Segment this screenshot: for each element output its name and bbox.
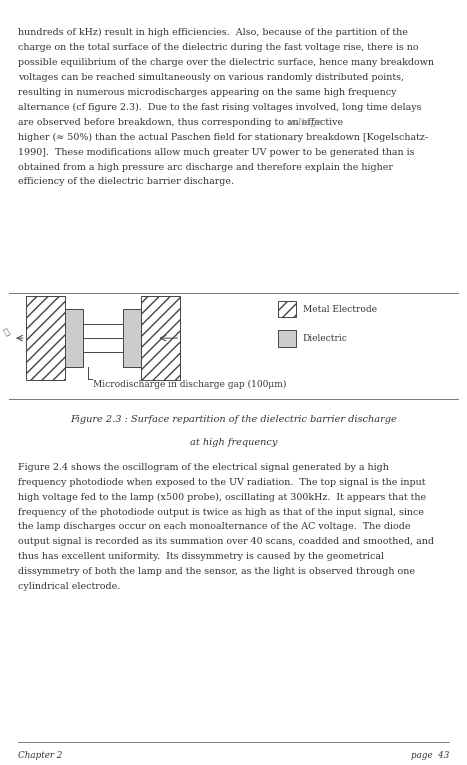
Text: Chapter 2: Chapter 2 (18, 751, 62, 760)
Text: high voltage fed to the lamp (x500 probe), oscillating at 300kHz.  It appears th: high voltage fed to the lamp (x500 probe… (18, 493, 426, 502)
Text: Figure 2.3 : Surface repartition of the dielectric barrier discharge: Figure 2.3 : Surface repartition of the … (70, 415, 397, 424)
Text: obtained from a high pressure arc discharge and therefore explain the higher: obtained from a high pressure arc discha… (18, 163, 393, 171)
Text: output signal is recorded as its summation over 40 scans, coadded and smoothed, : output signal is recorded as its summati… (18, 538, 434, 546)
Text: voltages can be reached simultaneously on various randomly distributed points,: voltages can be reached simultaneously o… (18, 73, 404, 82)
Text: cylindrical electrode.: cylindrical electrode. (18, 582, 120, 591)
Text: frequency of the photodiode output is twice as high as that of the input signal,: frequency of the photodiode output is tw… (18, 508, 424, 516)
Bar (65, 309, 83, 367)
Bar (26, 296, 65, 380)
Text: hundreds of kHz) result in high efficiencies.  Also, because of the partition of: hundreds of kHz) result in high efficien… (18, 28, 408, 37)
Bar (278, 330, 296, 347)
Bar (278, 301, 296, 317)
Text: efficiency of the dielectric barrier discharge.: efficiency of the dielectric barrier dis… (18, 177, 234, 187)
Text: page  43: page 43 (411, 751, 449, 760)
Text: charge on the total surface of the dielectric during the fast voltage rise, ther: charge on the total surface of the diele… (18, 43, 418, 52)
Text: ⥄: ⥄ (3, 327, 11, 337)
Text: at high frequency: at high frequency (190, 438, 277, 448)
Text: dissymmetry of both the lamp and the sensor, as the light is observed through on: dissymmetry of both the lamp and the sen… (18, 568, 415, 576)
Text: Metal Electrode: Metal Electrode (303, 304, 376, 314)
Text: possible equilibrium of the charge over the dielectric surface, hence many break: possible equilibrium of the charge over … (18, 58, 434, 67)
Text: Figure 2.4 shows the oscillogram of the electrical signal generated by a high: Figure 2.4 shows the oscillogram of the … (18, 463, 389, 472)
Bar (141, 296, 180, 380)
Text: voltage: voltage (287, 118, 323, 127)
Text: alternance (cf figure 2.3).  Due to the fast rising voltages involved, long time: alternance (cf figure 2.3). Due to the f… (18, 103, 421, 112)
Text: Dielectric: Dielectric (303, 334, 347, 343)
Text: are observed before breakdown, thus corresponding to an effective: are observed before breakdown, thus corr… (18, 118, 343, 127)
Text: Microdischarge in discharge gap (100μm): Microdischarge in discharge gap (100μm) (93, 380, 287, 389)
Text: higher (≈ 50%) than the actual Paschen field for stationary breakdown [Kogelscha: higher (≈ 50%) than the actual Paschen f… (18, 133, 428, 142)
Bar (123, 309, 141, 367)
Text: resulting in numerous microdischarges appearing on the same high frequency: resulting in numerous microdischarges ap… (18, 88, 396, 97)
Text: the lamp discharges occur on each monoalternance of the AC voltage.  The diode: the lamp discharges occur on each monoal… (18, 522, 410, 532)
Text: frequency photodiode when exposed to the UV radiation.  The top signal is the in: frequency photodiode when exposed to the… (18, 477, 425, 487)
Text: thus has excellent uniformity.  Its dissymmetry is caused by the geometrical: thus has excellent uniformity. Its dissy… (18, 552, 384, 562)
Text: 1990].  These modifications allow much greater UV power to be generated than is: 1990]. These modifications allow much gr… (18, 148, 414, 157)
